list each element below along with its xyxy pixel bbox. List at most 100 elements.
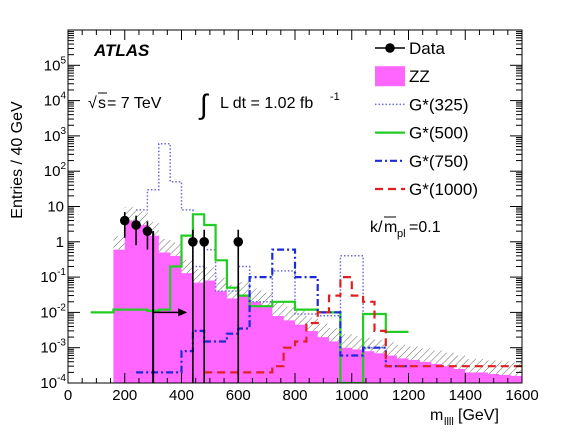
coupling-label: k/ m pl =0.1 (370, 216, 441, 240)
zz-bin (453, 368, 466, 383)
zz-bin (170, 255, 182, 383)
zz-bin (215, 291, 228, 383)
zz-uncertainty-band (408, 346, 421, 360)
zz-bin (522, 377, 534, 383)
zz-bin (556, 380, 568, 383)
zz-uncertainty-band (397, 344, 409, 359)
data-points (119, 211, 244, 383)
x-axis-title: m llll [GeV] (430, 407, 499, 428)
energy-s: s (98, 95, 106, 112)
legend: Data ZZ G*(325) G*(500) G*(750) G*(1000) (375, 39, 478, 199)
zz-bin (351, 349, 364, 383)
zz-bin (226, 298, 239, 383)
limit-arrowhead (178, 308, 188, 317)
zz-uncertainty-band (283, 306, 296, 321)
y-tick-label: 103 (44, 126, 67, 145)
zz-bin (272, 315, 284, 383)
y-tick-label: 10 (47, 199, 64, 216)
data-point (142, 226, 153, 236)
legend-label: G*(750) (409, 152, 469, 171)
y-tick-label: 105 (44, 55, 67, 74)
zz-bin (306, 330, 318, 383)
zz-uncertainty-band (465, 358, 477, 373)
axes: 0 200 400 600 800 1000 1200 1400 160010-410-310-… (40, 30, 539, 404)
zz-uncertainty-band (272, 302, 284, 316)
x-tick-label: 1000 (335, 387, 368, 404)
zz-uncertainty-band (340, 334, 353, 348)
coupling-sub: pl (397, 228, 406, 240)
zz-bin (499, 374, 511, 383)
legend-entry: G*(1000) (375, 180, 478, 199)
y-axis-title: Entries / 40 GeV (9, 101, 26, 219)
zz-bin (419, 361, 432, 383)
y-tick-label: 10-2 (40, 302, 66, 321)
zz-uncertainty-band (499, 361, 511, 375)
energy-label: √ s = 7 TeV (88, 92, 162, 112)
zz-bin (295, 324, 307, 383)
y-tick-label: 104 (44, 91, 67, 110)
x-axis-title-sub: llll (444, 416, 454, 428)
zz-bin (442, 366, 455, 383)
coupling-value: =0.1 (409, 219, 441, 236)
zz-uncertainty-band (556, 367, 568, 380)
zz-uncertainty-band (238, 282, 250, 296)
legend-entry: G*(325) (375, 95, 469, 114)
data-point (233, 237, 244, 247)
zz-uncertainty-band (363, 337, 375, 352)
zz-uncertainty-band (522, 363, 534, 376)
legend-label: G*(500) (409, 124, 469, 143)
energy-root: √ (88, 95, 97, 112)
x-tick-label: 1400 (449, 387, 482, 404)
x-tick-label: 200 (112, 387, 137, 404)
signal-curve (204, 276, 522, 374)
y-tick-label: 10-4 (40, 373, 66, 392)
zz-uncertainty-band (215, 277, 228, 292)
x-tick-label: 600 (226, 387, 251, 404)
coupling-k: k/ (370, 219, 383, 236)
zz-uncertainty-band (113, 236, 126, 250)
zz-bin (249, 301, 262, 383)
luminosity-label: ∫ L dt = 1.02 fb -1 (198, 89, 340, 120)
legend-marker (385, 43, 395, 53)
lumi-text: L dt = 1.02 fb (220, 95, 313, 112)
legend-entry: G*(500) (375, 124, 469, 143)
coupling-m: m (384, 219, 397, 236)
zz-bin (363, 351, 375, 383)
zz-bin (317, 337, 330, 383)
zz-uncertainty-band (317, 323, 330, 338)
x-axis-title-main: m (430, 407, 443, 424)
data-point (131, 220, 141, 230)
zz-uncertainty-band (192, 269, 205, 283)
zz-uncertainty-band (249, 288, 262, 302)
zz-bin (431, 363, 443, 383)
zz-bin (533, 378, 545, 383)
zz-bin (476, 372, 489, 383)
y-tick-label: 102 (44, 161, 67, 180)
zz-uncertainty-band (181, 259, 194, 274)
zz-bin (385, 355, 398, 383)
plot-area: 0 200 400 600 800 1000 1200 1400 160010-410-310-… (40, 29, 568, 404)
legend-label: Data (409, 39, 445, 58)
legend-label: ZZ (409, 67, 430, 86)
legend-entry: ZZ (375, 66, 430, 87)
x-tick-label: 400 (169, 387, 194, 404)
zz-uncertainty-band (260, 292, 273, 307)
zz-uncertainty-band (329, 328, 341, 342)
zz-bin (283, 320, 296, 383)
zz-bin (465, 372, 477, 383)
zz-uncertainty-band (204, 267, 216, 281)
x-tick-label: 800 (282, 387, 307, 404)
zz-uncertainty-band (170, 242, 182, 256)
y-tick-label: 10-1 (40, 267, 66, 286)
zz-uncertainty-band (124, 207, 137, 221)
zz-uncertainty-band (147, 222, 160, 236)
legend-label: G*(1000) (409, 180, 478, 199)
x-axis-title-unit: [GeV] (458, 407, 499, 424)
y-tick-label: 1 (56, 234, 64, 251)
signal-curve (136, 248, 409, 374)
x-tick-label: 1200 (392, 387, 425, 404)
data-point (188, 237, 198, 247)
zz-bin (408, 359, 421, 383)
zz-uncertainty-band (385, 342, 398, 356)
